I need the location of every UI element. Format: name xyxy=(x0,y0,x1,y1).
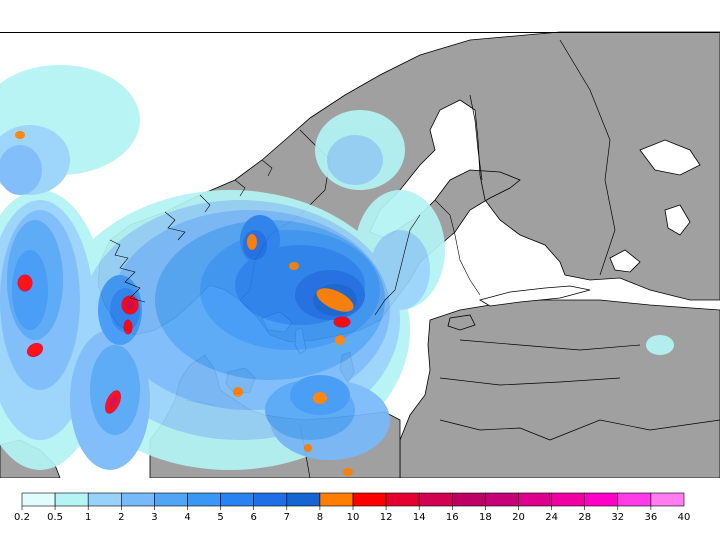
legend-tick-label: 3 xyxy=(151,512,157,523)
legend-tick-label: 0.5 xyxy=(47,512,63,523)
legend-tick-label: 7 xyxy=(284,512,290,523)
legend-swatch xyxy=(418,492,453,507)
coast-finland-west xyxy=(434,199,481,296)
legend-swatch xyxy=(617,492,652,507)
legend-swatch xyxy=(451,492,486,507)
precip-8 xyxy=(15,131,354,476)
legend-tick-label: 10 xyxy=(347,512,360,523)
legend-tick-label: 18 xyxy=(479,512,492,523)
precip-legend: 0.2 0.5 1 2 3 4 5 6 7 8 10 12 14 16 18 20 24 28 32 36 40 xyxy=(0,480,720,540)
legend-swatch xyxy=(121,492,155,507)
legend-swatch xyxy=(584,492,619,507)
legend-tick-label: 2 xyxy=(118,512,124,523)
border-belarus xyxy=(549,419,720,441)
water-lake-ladoga xyxy=(609,249,641,273)
legend-swatch xyxy=(319,492,354,507)
coast-sweden-east xyxy=(374,214,421,316)
legend-tick-label: 20 xyxy=(512,512,525,523)
legend-tick-label: 32 xyxy=(611,512,624,523)
legend-canvas: 0.2 0.5 1 2 3 4 5 6 7 8 10 12 14 16 18 20 24 28 32 36 40 xyxy=(14,492,691,523)
border-lithuania-poland xyxy=(439,419,551,441)
legend-swatch xyxy=(54,492,89,507)
precip-10 xyxy=(17,274,351,414)
legend-tick-label: 14 xyxy=(413,512,426,523)
border-sweden-finland xyxy=(469,94,483,181)
water-lake-onega xyxy=(664,204,691,236)
legend-tick-label: 4 xyxy=(184,512,190,523)
coast-norway-fjords xyxy=(109,159,273,303)
land-baltic-states xyxy=(399,299,720,478)
legend-swatch xyxy=(87,492,122,507)
legend-tick-label: 28 xyxy=(578,512,591,523)
legend-tick-label: 36 xyxy=(645,512,658,523)
legend-tick-label: 1 xyxy=(85,512,91,523)
border-finland-russia xyxy=(559,39,616,276)
legend-swatch xyxy=(485,492,519,507)
legend-tick-label: 6 xyxy=(251,512,257,523)
legend-tick-label: 16 xyxy=(446,512,459,523)
legend-tick-label: 40 xyxy=(678,512,691,523)
legend-swatch xyxy=(220,492,255,507)
legend-swatch xyxy=(154,492,188,507)
legend-swatch xyxy=(352,492,387,507)
map-canvas xyxy=(0,31,720,478)
legend-swatch xyxy=(187,492,221,507)
legend-swatch xyxy=(385,492,420,507)
legend-tick-label: 12 xyxy=(380,512,393,523)
coastline-layer xyxy=(109,159,481,316)
legend-tick-label: 8 xyxy=(317,512,323,523)
border-estonia-latvia xyxy=(459,339,641,351)
land-saaremaa xyxy=(447,314,476,331)
legend-swatch xyxy=(286,492,321,507)
border-latvia-lithuania xyxy=(439,377,621,386)
legend-tick-label: 0.2 xyxy=(14,512,30,523)
legend-tick-label: 5 xyxy=(217,512,223,523)
water-gulf-of-finland xyxy=(478,285,591,307)
legend-swatch xyxy=(518,492,552,507)
legend-swatch xyxy=(650,492,685,507)
legend-swatch xyxy=(21,492,56,507)
legend-swatch xyxy=(253,492,288,507)
legend-swatch xyxy=(551,492,585,507)
precipitation-map xyxy=(0,31,720,478)
legend-tick-label: 24 xyxy=(545,512,558,523)
water-white-sea xyxy=(639,139,701,176)
precip-14 xyxy=(108,300,134,409)
